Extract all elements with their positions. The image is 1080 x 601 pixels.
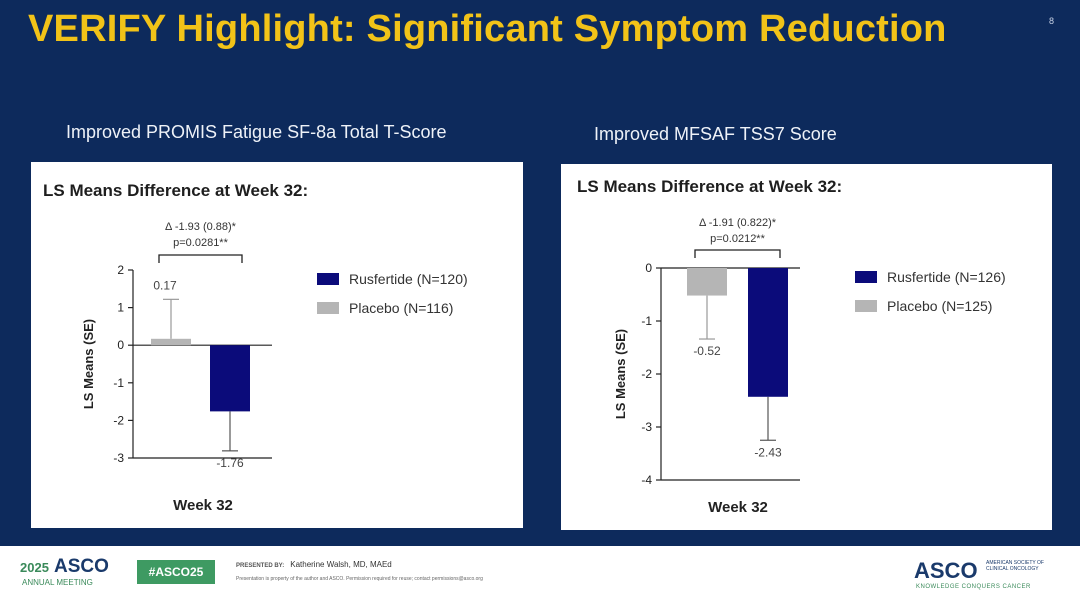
asco-org-fullname: AMERICAN SOCIETY OF CLINICAL ONCOLOGY (986, 560, 1044, 572)
y-tick-label: 0 (117, 338, 124, 352)
bar-placebo (151, 338, 191, 346)
x-axis-label: Week 32 (708, 499, 768, 516)
panel-heading-left: Improved PROMIS Fatigue SF-8a Total T-Sc… (66, 122, 447, 142)
presented-by-label: PRESENTED BY: (236, 563, 285, 569)
data-label: -2.43 (754, 445, 782, 459)
y-tick-label: -1 (113, 376, 124, 390)
bar-rusfertide (210, 345, 250, 412)
bar-placebo (687, 268, 727, 296)
y-tick-label: -1 (641, 314, 652, 328)
annotation-text: Δ -1.93 (0.88)* (165, 221, 237, 233)
y-tick-label: -2 (113, 413, 124, 427)
chart-title: LS Means Difference at Week 32: (43, 181, 308, 200)
annotation-text: Δ -1.91 (0.822)* (699, 217, 777, 229)
legend-entry: Rusfertide (N=120) (349, 271, 468, 287)
significance-bracket (158, 254, 243, 263)
slide-title: VERIFY Highlight: Significant Symptom Re… (28, 8, 947, 50)
footer-meeting: ANNUAL MEETING (22, 578, 93, 587)
asco-org-logo: ASCO (914, 558, 978, 583)
chart-mfsaf: LS Means Difference at Week 32: 0 -1 -2 -3 -4… (577, 177, 1006, 516)
legend-swatch (317, 273, 339, 285)
data-label: -0.52 (693, 344, 721, 358)
legend-entry: Rusfertide (N=126) (887, 269, 1006, 285)
footer-bar: 2025 ASCO ANNUAL MEETING #ASCO25 PRESENT… (0, 546, 1080, 601)
data-label: 0.17 (153, 278, 177, 292)
annotation-text: p=0.0281** (173, 237, 228, 249)
y-tick-label: 1 (117, 301, 124, 315)
chart-panel-mfsaf: LS Means Difference at Week 32: 0 -1 -2 -3 -4… (561, 164, 1052, 530)
data-label: -1.76 (216, 456, 244, 470)
y-tick-label: 2 (117, 263, 124, 277)
legend-swatch (855, 271, 877, 283)
y-tick-label: 0 (645, 261, 652, 275)
chart-fatigue: LS Means Difference at Week 32: 2 1 0 -1 -2 -3… (43, 181, 468, 514)
chart-panel-fatigue: LS Means Difference at Week 32: 2 1 0 -1 -2 -3… (31, 162, 523, 528)
disclaimer: Presentation is property of the author a… (236, 576, 483, 582)
y-tick-label: -2 (641, 367, 652, 381)
y-tick-label: -4 (641, 473, 652, 487)
legend-entry: Placebo (N=116) (349, 300, 453, 316)
slide-number: 8 (1048, 16, 1054, 26)
presenter-name: Katherine Walsh, MD, MAEd (290, 560, 392, 569)
footer-asco-logo: ASCO (54, 556, 109, 577)
legend-swatch (317, 302, 339, 314)
y-axis-label: LS Means (SE) (81, 319, 96, 409)
panel-heading-right: Improved MFSAF TSS7 Score (594, 124, 837, 144)
y-tick-label: -3 (113, 451, 124, 465)
hashtag-badge: #ASCO25 (137, 560, 215, 584)
presenter: PRESENTED BY: Katherine Walsh, MD, MAEd (236, 560, 392, 569)
y-tick-label: -3 (641, 420, 652, 434)
annotation-text: p=0.0212** (710, 233, 765, 245)
y-axis-label: LS Means (SE) (613, 329, 628, 419)
x-axis-label: Week 32 (173, 497, 233, 514)
chart-title: LS Means Difference at Week 32: (577, 177, 842, 196)
legend-entry: Placebo (N=125) (887, 298, 992, 314)
asco-tagline: KNOWLEDGE CONQUERS CANCER (916, 584, 1031, 590)
footer-year: 2025 (20, 560, 49, 575)
bar-rusfertide (748, 268, 788, 397)
legend-swatch (855, 300, 877, 312)
significance-bracket (694, 249, 781, 258)
